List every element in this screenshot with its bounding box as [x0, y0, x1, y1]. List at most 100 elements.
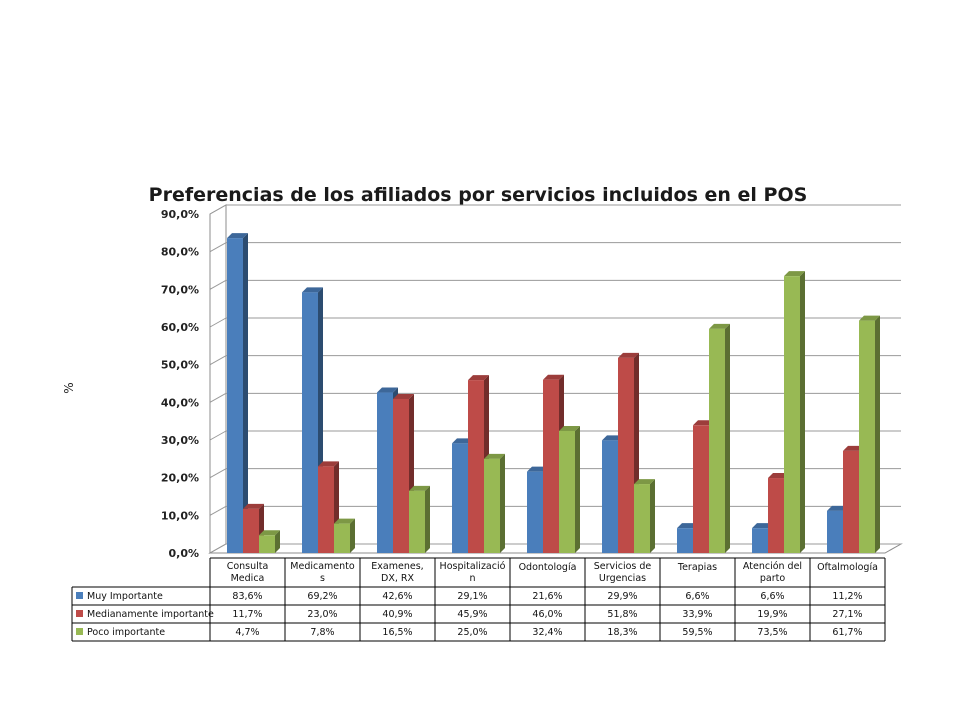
x-tick-label: n [469, 573, 475, 584]
bar-front [634, 484, 650, 553]
y-tick-label: 80,0% [161, 246, 199, 259]
x-tick-label: Medicamento [290, 561, 355, 572]
data-label: 40,9% [382, 609, 412, 620]
bar-front [527, 471, 543, 553]
data-label: 27,1% [832, 609, 862, 620]
bar-top [784, 271, 805, 277]
y-tick-label: 10,0% [161, 509, 199, 522]
bar-top [859, 315, 880, 321]
y-tick-label: 20,0% [161, 472, 199, 485]
data-label: 7,8% [310, 627, 334, 638]
bar-front [227, 238, 243, 553]
data-label: 29,1% [457, 591, 487, 602]
bar-top [677, 523, 698, 529]
data-label: 59,5% [682, 627, 712, 638]
x-tick-label: parto [760, 573, 785, 584]
data-label: 69,2% [307, 591, 337, 602]
x-tick-label: Urgencias [599, 573, 646, 584]
bar-front [452, 443, 468, 553]
x-tick-label: Medica [231, 573, 265, 584]
gridline-side [209, 468, 227, 479]
legend-swatch [76, 610, 83, 617]
bar-top [559, 425, 580, 431]
bar-front [302, 292, 318, 553]
gridline-side [209, 317, 227, 328]
bar-side [875, 315, 880, 553]
data-label: 11,7% [232, 609, 262, 620]
bar-front [377, 392, 393, 553]
bar-front [259, 535, 275, 553]
x-tick-label: Terapias [677, 562, 717, 573]
bar [409, 485, 430, 553]
bar-top [393, 393, 414, 399]
bar-front [334, 523, 350, 553]
data-label: 32,4% [532, 627, 562, 638]
legend-swatch [76, 628, 83, 635]
bar [259, 530, 280, 553]
bar-front [618, 357, 634, 553]
bar-top [527, 466, 548, 472]
gridline-side [209, 505, 227, 516]
x-tick-label: Odontología [519, 562, 577, 573]
bar-front [843, 450, 859, 553]
bar-front [859, 320, 875, 553]
bar-side [800, 271, 805, 553]
bar-side [650, 479, 655, 553]
x-tick-label: DX, RX [381, 573, 414, 584]
gridline-side [209, 392, 227, 403]
x-tick-label: s [320, 573, 325, 584]
bar-top [259, 530, 280, 536]
bar-top [377, 387, 398, 393]
bar [227, 233, 248, 553]
bar-front [677, 528, 693, 553]
legend-label: Muy Importante [87, 591, 163, 602]
bar [784, 271, 805, 553]
y-tick-label: 30,0% [161, 434, 199, 447]
bar-front [543, 379, 559, 553]
bar-front [243, 508, 259, 553]
gridline-side [209, 242, 227, 253]
bar-side [425, 485, 430, 553]
bar-side [500, 453, 505, 553]
chart-title: Preferencias de los afiliados por servic… [149, 184, 808, 206]
bar-top [468, 375, 489, 381]
bar [709, 323, 730, 553]
data-label: 25,0% [457, 627, 487, 638]
bar-front [784, 276, 800, 553]
x-tick-label: Servicios de [594, 561, 652, 572]
legend-swatch [76, 592, 83, 599]
bar-side [725, 323, 730, 553]
bar-side [575, 425, 580, 553]
y-tick-label: 40,0% [161, 396, 199, 409]
bar-top [318, 461, 339, 467]
bar-top [452, 438, 473, 444]
bar-top [693, 420, 714, 426]
bar-top [618, 352, 639, 358]
bar-side [243, 233, 248, 553]
bar-top [709, 323, 730, 329]
y-tick-label: 70,0% [161, 283, 199, 296]
legend-label: Poco importante [87, 627, 165, 638]
data-label: 19,9% [757, 609, 787, 620]
bar-front [409, 490, 425, 553]
data-label: 23,0% [307, 609, 337, 620]
data-label: 6,6% [760, 591, 784, 602]
bar [559, 425, 580, 553]
bar-top [768, 473, 789, 479]
data-label: 16,5% [382, 627, 412, 638]
gridline-side [209, 279, 227, 290]
bar-top [227, 233, 248, 239]
bar-side [275, 530, 280, 553]
bar-top [634, 479, 655, 485]
bar [859, 315, 880, 553]
bar-front [602, 440, 618, 553]
x-tick-label: Atención del [743, 561, 802, 572]
legend-label: Medianamente importante [87, 609, 214, 620]
bar-top [827, 505, 848, 511]
x-tick-label: Oftalmología [817, 562, 878, 573]
bar-top [302, 287, 323, 293]
data-label: 6,6% [685, 591, 709, 602]
bar-front [709, 328, 725, 553]
y-axis-label: % [62, 382, 76, 393]
